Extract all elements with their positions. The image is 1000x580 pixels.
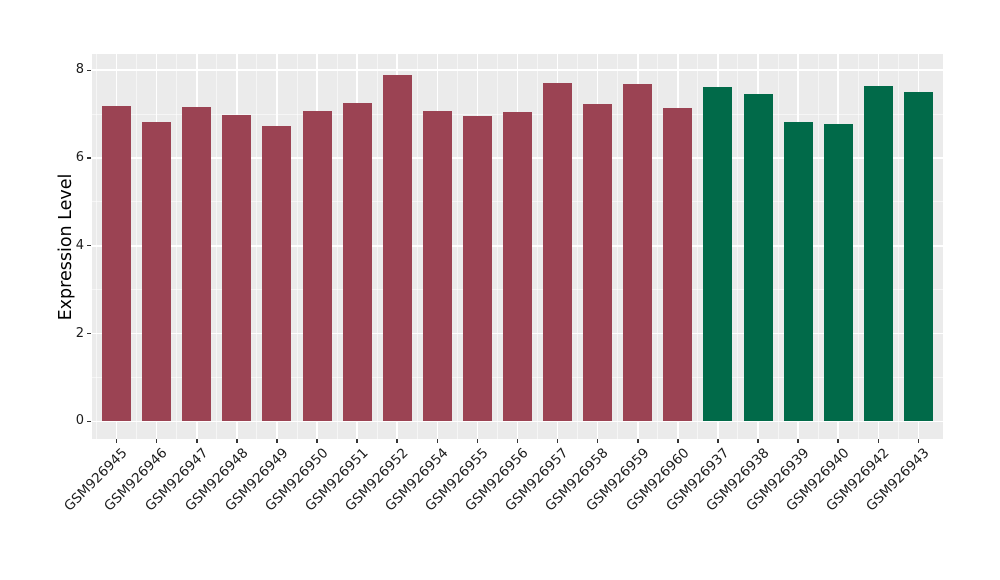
bar-GSM926959 [623,83,653,422]
x-tick-mark [436,439,439,443]
bar-GSM926937 [703,87,733,422]
x-tick-mark [837,439,839,443]
bar-GSM926957 [543,82,573,422]
x-tick-mark [677,439,679,443]
bar-GSM926954 [422,111,452,422]
x-tick-mark [396,439,398,443]
x-tick-mark [757,439,759,443]
v-gridline-minor [256,54,258,439]
v-gridline-minor [296,54,298,439]
v-gridline-minor [136,54,138,439]
v-gridline-minor [537,54,539,439]
y-tick-mark [87,420,91,423]
bar-GSM926939 [783,122,813,422]
y-tick-label: 2 [75,325,84,341]
bar-GSM926958 [583,103,613,422]
x-tick-mark [356,439,358,443]
x-tick-mark [196,439,198,443]
x-tick-mark [717,439,719,443]
x-tick-mark [797,439,799,443]
y-tick-mark [87,245,91,247]
x-tick-mark [155,439,158,443]
v-gridline-minor [857,54,859,439]
v-gridline-minor [817,54,819,439]
bar-GSM926952 [382,74,412,422]
bar-GSM926943 [903,91,933,422]
bar-GSM926945 [102,106,132,422]
v-gridline-minor [737,54,739,439]
x-tick-mark [637,439,639,443]
x-tick-mark [596,439,599,443]
x-tick-mark [115,439,118,443]
v-gridline-minor [376,54,378,439]
v-gridline-minor [456,54,458,439]
y-tick-mark [87,333,91,335]
y-tick-label: 6 [75,150,84,166]
bar-GSM926948 [222,115,252,422]
v-gridline-minor [897,54,899,439]
x-tick-mark [316,439,318,443]
v-gridline-minor [496,54,498,439]
bar-GSM926938 [743,93,773,422]
v-gridline-minor [657,54,659,439]
y-tick-label: 0 [75,413,84,429]
x-tick-mark [877,439,880,443]
x-tick-mark [917,439,920,443]
bar-GSM926942 [863,85,893,422]
v-gridline-minor [176,54,178,439]
y-tick-label: 4 [75,237,84,253]
bar-GSM926955 [462,115,492,422]
x-tick-mark [276,439,278,443]
v-gridline-minor [336,54,338,439]
bar-GSM926949 [262,126,292,422]
y-tick-mark [87,157,91,159]
bar-GSM926940 [823,124,853,422]
bar-GSM926946 [142,122,172,422]
x-tick-mark [556,439,559,443]
v-gridline-minor [978,54,980,439]
bar-GSM926950 [302,110,332,422]
y-tick-label: 8 [75,62,84,78]
x-tick-mark [236,439,238,443]
v-gridline-minor [777,54,779,439]
bar-GSM926956 [503,111,532,422]
bar-GSM926960 [663,108,693,422]
x-tick-mark [516,439,519,443]
v-gridline-minor [697,54,699,439]
bar-GSM926951 [342,103,372,422]
v-gridline-minor [96,54,98,439]
x-tick-mark [476,439,479,443]
y-tick-mark [87,69,91,71]
v-gridline-minor [577,54,579,439]
v-gridline-minor [216,54,218,439]
bar-GSM926947 [182,107,212,422]
v-gridline-minor [416,54,418,439]
v-gridline-minor [617,54,619,439]
